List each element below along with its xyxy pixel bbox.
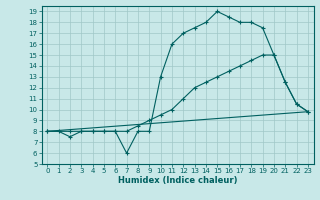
X-axis label: Humidex (Indice chaleur): Humidex (Indice chaleur)	[118, 176, 237, 185]
